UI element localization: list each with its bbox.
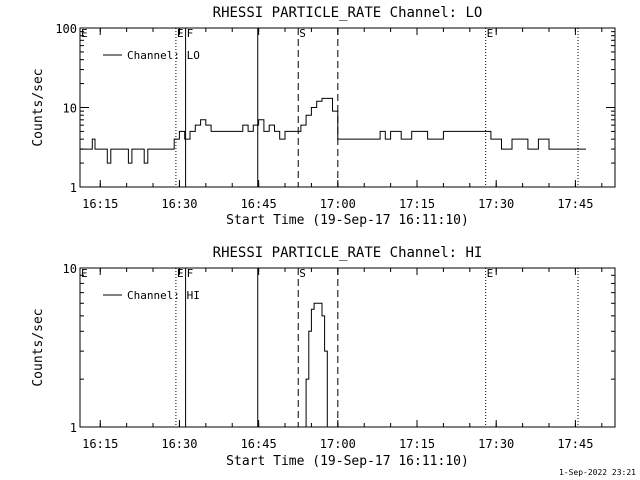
flag-label: E [487, 267, 494, 280]
x-tick-label: 17:00 [320, 437, 356, 451]
y-tick-label: 1 [70, 181, 77, 195]
series-line [303, 302, 328, 428]
flag-label: F [187, 267, 194, 280]
flag-label: S [299, 267, 306, 280]
footer-timestamp: 1-Sep-2022 23:21 [559, 468, 636, 477]
x-tick-label: 16:15 [82, 197, 118, 211]
edge-flag-label: E [81, 267, 88, 280]
flag-label: E [487, 27, 494, 40]
x-axis-label: Start Time (19-Sep-17 16:11:10) [226, 454, 469, 469]
x-axis-label: Start Time (19-Sep-17 16:11:10) [226, 213, 469, 228]
y-tick-label: 10 [63, 102, 77, 116]
x-tick-label: 17:15 [399, 197, 435, 211]
x-tick-label: 17:30 [478, 197, 514, 211]
y-tick-label: 10 [63, 262, 77, 276]
x-tick-label: 17:15 [399, 437, 435, 451]
y-axis-label: Counts/sec [31, 68, 46, 146]
flag-label: F [187, 27, 194, 40]
y-tick-label: 1 [70, 421, 77, 435]
flag-label: E [177, 267, 184, 280]
x-tick-label: 16:45 [241, 437, 277, 451]
x-tick-label: 17:45 [557, 197, 593, 211]
x-tick-label: 17:00 [320, 197, 356, 211]
series-line [80, 97, 586, 164]
x-tick-label: 16:15 [82, 437, 118, 451]
edge-flag-label: E [81, 27, 88, 40]
x-tick-label: 17:45 [557, 437, 593, 451]
flag-label: E [177, 27, 184, 40]
chart-title: RHESSI PARTICLE_RATE Channel: HI [213, 245, 483, 261]
x-tick-label: 17:30 [478, 437, 514, 451]
legend-entry: Channel: LO [127, 49, 200, 62]
y-axis-label: Counts/sec [31, 308, 46, 386]
flag-label: S [299, 27, 306, 40]
chart-title: RHESSI PARTICLE_RATE Channel: LO [213, 5, 483, 21]
plot-frame [79, 267, 616, 428]
x-tick-label: 16:30 [161, 197, 197, 211]
x-tick-label: 16:45 [241, 197, 277, 211]
y-tick-label: 100 [55, 22, 77, 36]
x-tick-label: 16:30 [161, 437, 197, 451]
legend-entry: Channel: HI [127, 289, 200, 302]
